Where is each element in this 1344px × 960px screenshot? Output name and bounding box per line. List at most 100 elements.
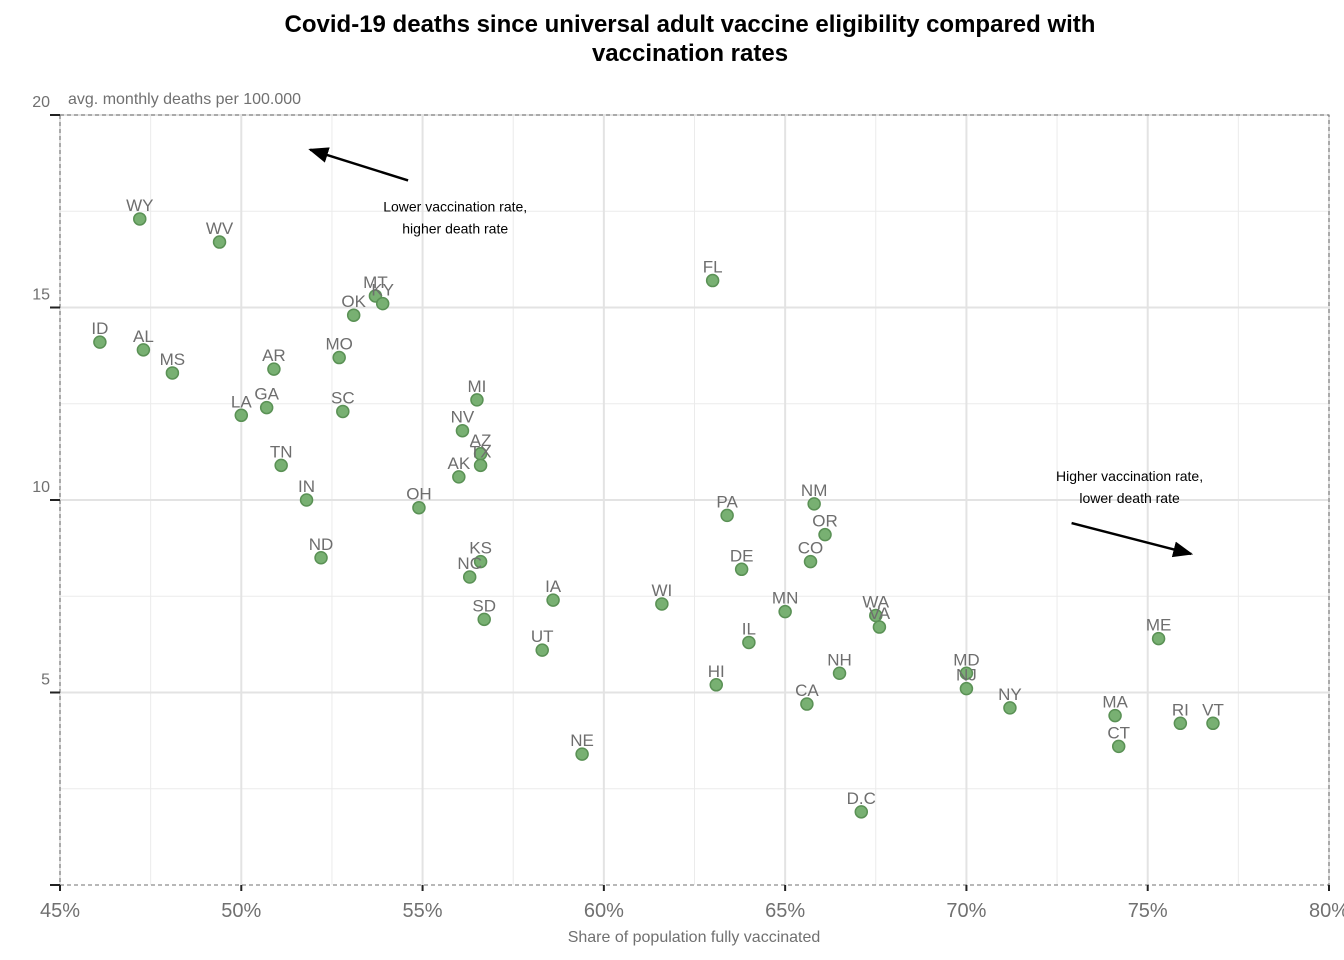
data-label: FL <box>703 258 723 277</box>
x-axis-title: Share of population fully vaccinated <box>568 929 821 946</box>
data-point <box>462 570 477 584</box>
data-label: CT <box>1107 723 1130 742</box>
annotation-lower-vaccination-line-1: Lower vaccination rate, <box>383 198 527 214</box>
data-label: OH <box>406 485 432 504</box>
data-label: MN <box>772 589 798 608</box>
data-point <box>575 747 589 761</box>
y-axis-title: avg. monthly deaths per 100.000 <box>68 91 301 108</box>
data-point <box>234 408 249 423</box>
data-label: ME <box>1146 616 1172 635</box>
data-label: D.C <box>847 789 876 808</box>
data-label: MA <box>1102 693 1128 712</box>
data-label: HI <box>708 662 725 681</box>
data-point <box>165 366 180 380</box>
data-label: CA <box>795 681 819 700</box>
data-point <box>800 697 814 711</box>
data-label: LA <box>231 392 252 411</box>
annotations: Lower vaccination rate, higher death rate… <box>308 147 1203 558</box>
data-point <box>854 805 869 819</box>
data-label: NC <box>457 554 482 573</box>
data-label: VT <box>1202 700 1224 719</box>
data-label: NV <box>451 408 475 427</box>
y-tick-label: 5 <box>41 672 50 689</box>
x-tick-label: 70% <box>946 900 986 922</box>
data-point <box>778 604 792 619</box>
data-point <box>455 423 470 438</box>
data-label: MI <box>468 377 487 396</box>
data-label: SC <box>331 388 355 407</box>
data-label: AR <box>262 346 286 365</box>
data-points <box>93 212 1220 819</box>
data-label: SD <box>472 596 496 615</box>
data-point <box>375 296 390 311</box>
data-label: IN <box>298 477 315 496</box>
data-point <box>1003 701 1017 715</box>
annotation-lower-vaccination-line-2: higher death rate <box>402 220 508 236</box>
data-point <box>212 235 227 249</box>
data-point <box>267 362 281 376</box>
data-point <box>473 458 488 473</box>
data-label: WI <box>651 581 672 600</box>
data-point <box>274 458 288 473</box>
data-point <box>742 635 756 650</box>
y-tick-label: 20 <box>32 94 50 111</box>
chart-title-line-1: Covid-19 deaths since universal adult va… <box>284 11 1096 38</box>
data-label: ND <box>309 535 334 554</box>
data-label: MS <box>160 350 186 369</box>
data-point <box>1151 631 1166 646</box>
data-label: IA <box>545 577 562 596</box>
annotation-higher-vaccination-line-2: lower death rate <box>1079 490 1180 506</box>
data-label: ID <box>91 319 108 338</box>
data-point <box>959 681 974 696</box>
annotation-lower-vaccination-arrow <box>308 147 409 182</box>
data-point <box>412 500 426 515</box>
data-point <box>336 404 350 419</box>
data-label: UT <box>531 627 554 646</box>
data-point <box>734 562 749 577</box>
data-label: RI <box>1172 700 1189 719</box>
data-point <box>470 393 484 407</box>
data-point <box>452 470 466 484</box>
data-point <box>1206 716 1220 731</box>
data-point <box>314 551 328 565</box>
data-label: DE <box>730 546 754 565</box>
data-point <box>807 497 821 511</box>
annotation-higher-vaccination-line-1: Higher vaccination rate, <box>1056 468 1203 484</box>
data-point <box>299 493 314 507</box>
data-point <box>259 400 274 415</box>
data-label: CO <box>798 539 824 558</box>
x-tick-label: 75% <box>1128 900 1168 922</box>
data-label: KS <box>469 539 492 558</box>
data-point <box>705 273 720 288</box>
data-point <box>93 335 107 349</box>
data-label: NE <box>570 731 594 750</box>
x-tick-label: 80% <box>1309 900 1344 922</box>
data-point <box>477 612 491 627</box>
data-point <box>1173 716 1188 731</box>
data-label: MO <box>325 335 352 354</box>
data-point <box>1108 708 1122 723</box>
data-label: OR <box>812 512 838 531</box>
data-label: TN <box>270 442 293 461</box>
data-label: NM <box>801 481 827 500</box>
data-label: NH <box>827 650 852 669</box>
data-point <box>546 593 560 607</box>
data-label: WY <box>126 196 153 215</box>
chart-title: Covid-19 deaths since universal adult va… <box>0 10 1344 68</box>
data-point <box>872 620 887 634</box>
data-label: AK <box>447 454 470 473</box>
data-point <box>332 350 346 365</box>
data-label: OK <box>341 292 366 311</box>
data-label: PA <box>716 492 738 511</box>
y-tick-label: 15 <box>32 287 50 304</box>
x-tick-label: 65% <box>765 900 805 922</box>
data-point <box>346 308 361 322</box>
data-point <box>720 508 734 523</box>
data-point <box>535 643 549 657</box>
data-point <box>818 527 832 542</box>
x-tick-label: 60% <box>584 900 624 922</box>
data-label: NY <box>998 685 1022 704</box>
x-tick-label: 55% <box>403 900 443 922</box>
